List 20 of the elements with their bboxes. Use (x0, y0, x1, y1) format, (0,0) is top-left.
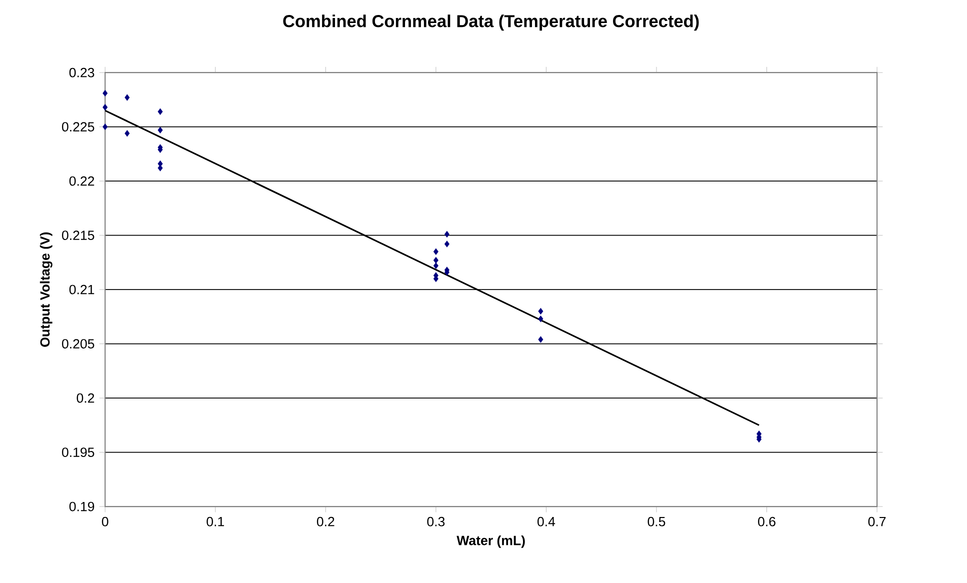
y-tick-label: 0.225 (62, 122, 94, 132)
y-tick-label: 0.23 (69, 68, 94, 78)
y-tick-label: 0.2 (76, 393, 94, 403)
y-tick-label: 0.21 (69, 284, 94, 294)
y-tick-label: 0.205 (62, 339, 94, 349)
x-axis-title: Water (mL) (456, 535, 525, 548)
y-tick-label: 0.22 (69, 176, 94, 186)
x-tick-label: 0.4 (537, 516, 556, 526)
chart-title: Combined Cornmeal Data (Temperature Corrected) (283, 14, 699, 31)
x-tick-label: 0.3 (427, 516, 445, 526)
x-tick-label: 0.2 (316, 516, 334, 526)
x-tick-label: 0.5 (648, 516, 666, 526)
y-tick-label: 0.19 (69, 502, 94, 512)
y-tick-label: 0.195 (62, 448, 94, 458)
x-tick-label: 0.7 (868, 516, 886, 526)
x-tick-label: 0 (102, 516, 108, 526)
x-tick-label: 0.6 (758, 516, 776, 526)
y-tick-label: 0.215 (62, 230, 94, 240)
x-tick-label: 0.1 (206, 516, 224, 526)
y-axis-title: Output Voltage (V) (40, 232, 52, 347)
